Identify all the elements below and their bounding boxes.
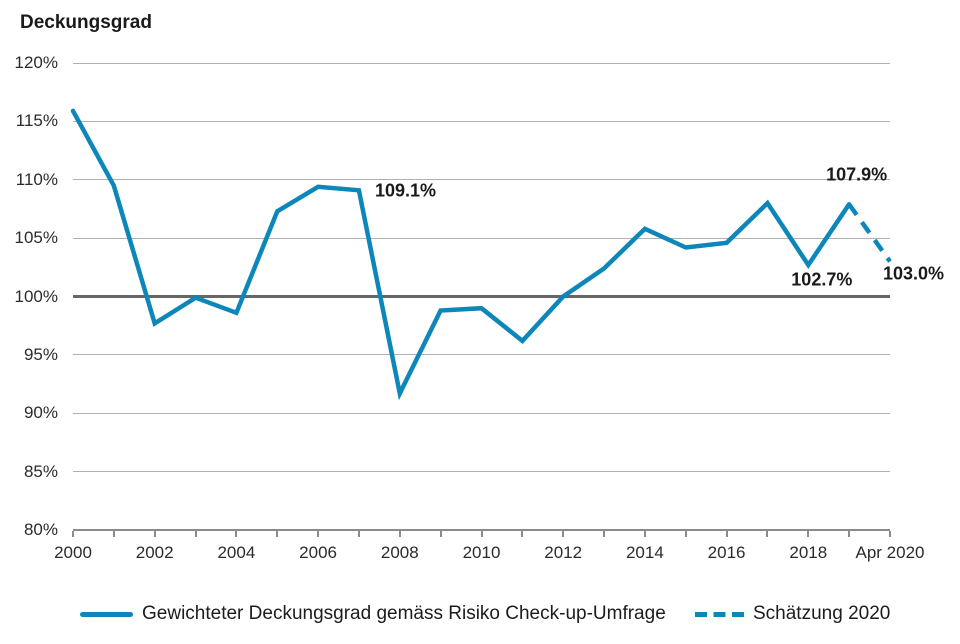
x-axis-label: 2012 <box>544 543 583 562</box>
x-axis-tick <box>317 531 320 537</box>
x-axis-tick <box>480 531 483 537</box>
x-axis-label: Apr 2020 <box>855 543 925 562</box>
y-axis-label: 115% <box>15 111 58 131</box>
y-axis-label: 105% <box>14 228 58 248</box>
x-axis-label: 2014 <box>625 543 664 562</box>
x-axis-tick <box>889 531 891 537</box>
x-axis-tick <box>72 531 74 537</box>
legend-solid-line-icon <box>80 611 133 617</box>
x-axis-tick <box>603 531 606 537</box>
x-axis-label: 2002 <box>135 543 174 562</box>
legend-label-coverage: Gewichteter Deckungsgrad gemäss Risiko C… <box>142 603 666 624</box>
x-axis-label: 2010 <box>462 543 501 562</box>
data-label: 103.0% <box>883 263 945 284</box>
gridline <box>73 62 890 64</box>
y-axis-label: 90% <box>23 403 58 423</box>
y-axis-label: 100% <box>14 286 58 306</box>
x-axis-tick <box>357 531 360 537</box>
x-axis-tick <box>807 531 810 537</box>
x-axis-tick <box>276 531 279 537</box>
legend-dashed-line-icon <box>695 611 744 617</box>
x-axis-tick <box>848 531 851 537</box>
x-axis-tick <box>398 531 401 537</box>
gridline-100-percent <box>73 295 890 298</box>
legend-label-estimate: Schätzung 2020 <box>753 603 891 624</box>
y-axis-label: 80% <box>23 520 58 539</box>
data-label: 107.9% <box>826 164 888 185</box>
x-axis-line <box>73 529 890 531</box>
x-axis-label: 2008 <box>380 543 419 562</box>
estimate-line <box>847 202 892 263</box>
x-axis-tick <box>112 531 115 537</box>
y-axis-label: 120% <box>14 53 58 72</box>
x-axis-tick <box>643 531 646 537</box>
x-axis-label: 2000 <box>54 543 92 562</box>
x-axis-tick <box>153 531 156 537</box>
chart-title: Deckungsgrad <box>20 12 152 33</box>
data-label: 109.1% <box>374 180 436 201</box>
y-axis-label: 95% <box>23 344 58 364</box>
y-axis-label: 85% <box>23 461 58 481</box>
x-axis-label: 2006 <box>299 543 337 562</box>
gridline <box>73 471 890 473</box>
legend-item-estimate: Schätzung 2020 <box>695 601 890 627</box>
coverage-line <box>70 108 852 401</box>
gridline <box>73 179 890 181</box>
legend-item-coverage: Gewichteter Deckungsgrad gemäss Risiko C… <box>80 601 666 627</box>
x-axis-tick <box>194 531 197 537</box>
x-axis-tick <box>725 531 728 537</box>
data-label: 102.7% <box>791 269 853 290</box>
x-axis-tick <box>521 531 524 537</box>
gridline <box>73 412 890 414</box>
x-axis-tick <box>684 531 687 537</box>
gridline <box>73 237 890 239</box>
x-axis-tick <box>235 531 238 537</box>
x-axis-label: 2004 <box>217 543 256 562</box>
y-axis-label: 110% <box>15 169 58 189</box>
gridline <box>73 120 890 122</box>
x-axis-label: 2016 <box>707 543 746 562</box>
x-axis-tick <box>562 531 565 537</box>
gridline <box>73 354 890 356</box>
x-axis-tick <box>439 531 442 537</box>
x-axis-tick <box>766 531 769 537</box>
x-axis-label: 2018 <box>789 543 828 562</box>
